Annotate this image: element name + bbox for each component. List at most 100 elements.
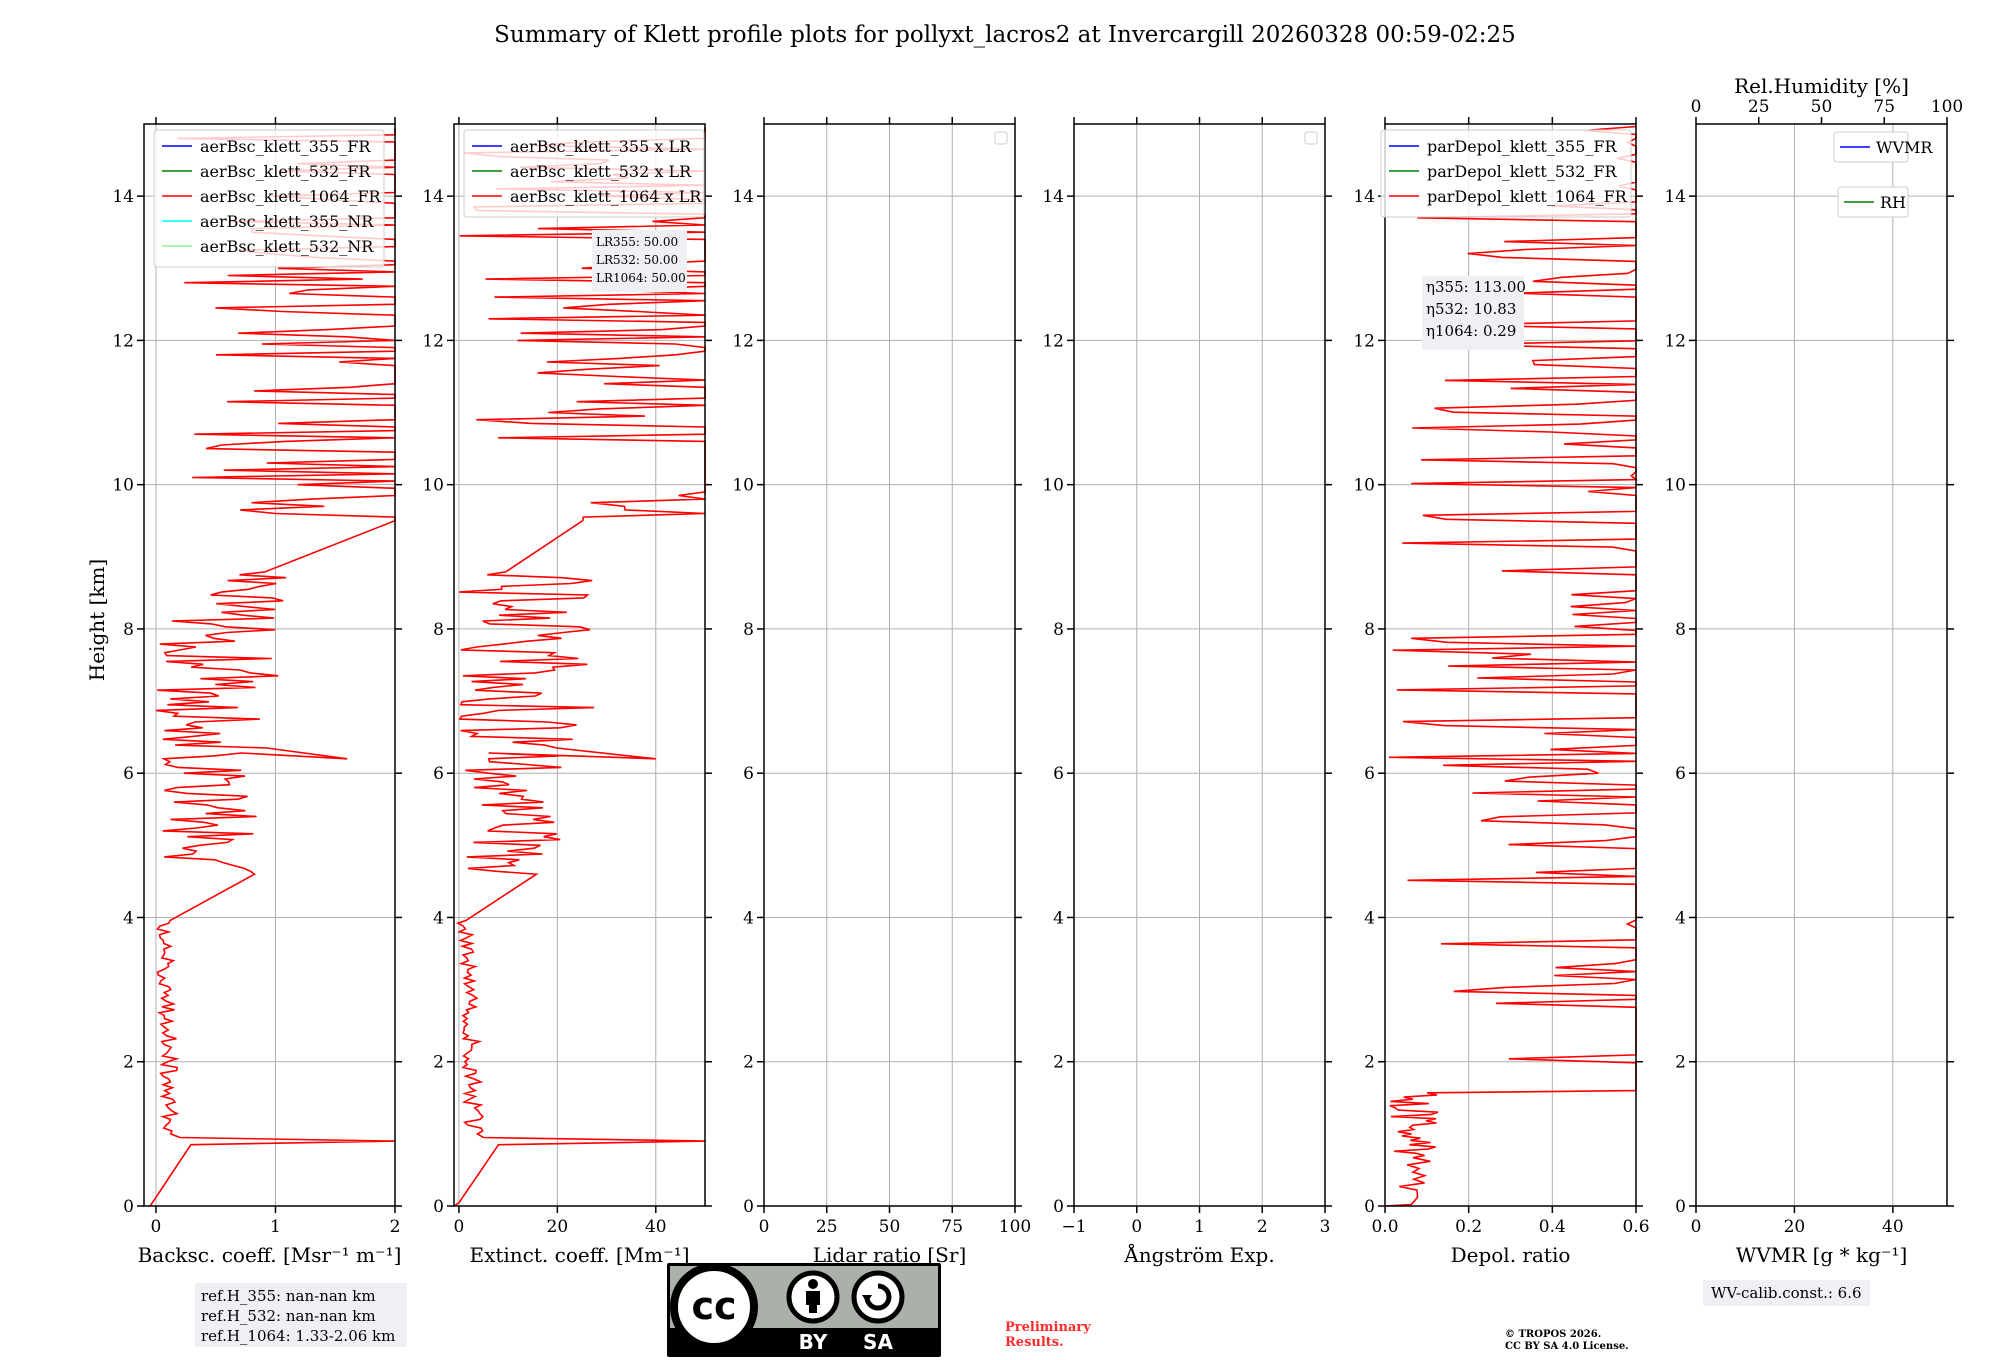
y-tick-label: 8 [1364, 620, 1375, 640]
x-tick-label: 0.0 [1371, 1217, 1398, 1237]
y-tick-label: 12 [422, 331, 444, 351]
y-tick-label: 0 [1675, 1197, 1686, 1217]
y-tick-label: 8 [743, 620, 754, 640]
y-tick-label: 2 [123, 1053, 134, 1073]
y-tick-label: 8 [123, 620, 134, 640]
x-tick-label: 0 [151, 1217, 162, 1237]
x-tick-label: 0 [454, 1217, 465, 1237]
preliminary-line-2: Results. [1005, 1335, 1064, 1350]
annotation-text: η355: 113.00 [1426, 278, 1526, 296]
y-tick-label: 6 [433, 764, 444, 784]
annotation-text: η1064: 0.29 [1426, 322, 1516, 340]
x-tick-label: 0 [759, 1217, 770, 1237]
y-tick-label: 10 [112, 476, 134, 496]
x-axis-label: Depol. ratio [1451, 1243, 1571, 1267]
x-tick-label: 0 [1691, 1217, 1702, 1237]
legend-label: RH [1880, 193, 1906, 212]
legend-label: aerBsc_klett_1064 x LR [510, 187, 702, 206]
y-tick-label: 8 [1053, 620, 1064, 640]
legend-label: aerBsc_klett_355 x LR [510, 137, 692, 156]
x-tick-label: 50 [879, 1217, 901, 1237]
x-tick-label: 3 [1320, 1217, 1331, 1237]
annotation-text: LR1064: 50.00 [596, 271, 686, 285]
annotation-text: LR355: 50.00 [596, 235, 678, 249]
legend-label: aerBsc_klett_1064_FR [200, 187, 382, 206]
y-tick-label: 6 [123, 764, 134, 784]
x-tick-label: 75 [941, 1217, 963, 1237]
x2-tick-label: 0 [1691, 97, 1702, 117]
figure-title: Summary of Klett profile plots for polly… [494, 22, 1516, 48]
y-tick-label: 2 [1053, 1053, 1064, 1073]
x-tick-label: 20 [547, 1217, 569, 1237]
x2-axis-label: Rel.Humidity [%] [1734, 74, 1909, 98]
y-tick-label: 12 [1664, 331, 1686, 351]
x-axis-label: Backsc. coeff. [Msr⁻¹ m⁻¹] [138, 1243, 402, 1267]
y-tick-label: 4 [123, 908, 134, 928]
y-tick-label: 0 [743, 1197, 754, 1217]
y-tick-label: 14 [732, 187, 754, 207]
copyright-line-2: CC BY SA 4.0 License. [1505, 1341, 1629, 1352]
y-tick-label: 2 [1675, 1053, 1686, 1073]
y-tick-label: 14 [422, 187, 444, 207]
y-tick-label: 4 [1053, 908, 1064, 928]
cc-by-label: BY [799, 1330, 828, 1354]
sa-share-icon [851, 1270, 905, 1324]
y-axis-label: Height [km] [85, 559, 109, 681]
profile-line-aerBsc_klett_1064 x LR [453, 127, 706, 1207]
y-tick-label: 6 [1675, 764, 1686, 784]
y-tick-label: 14 [1042, 187, 1064, 207]
x2-tick-label: 50 [1811, 97, 1833, 117]
preliminary-line-1: Preliminary [1005, 1320, 1091, 1335]
y-tick-label: 4 [1675, 908, 1686, 928]
legend-box [463, 129, 705, 218]
wv-calibration-box: WV-calib.const.: 6.6 [1703, 1280, 1870, 1306]
y-tick-label: 12 [1353, 331, 1375, 351]
y-tick-label: 10 [1042, 476, 1064, 496]
y-tick-label: 0 [123, 1197, 134, 1217]
reference-height-box: ref.H_355: nan-nan km ref.H_532: nan-nan… [195, 1283, 407, 1347]
x-axis-label: Extinct. coeff. [Mm⁻¹] [469, 1243, 689, 1267]
y-tick-label: 14 [1353, 187, 1375, 207]
x-tick-label: 2 [390, 1217, 401, 1237]
legend-label: parDepol_klett_355_FR [1427, 137, 1618, 156]
legend-label: aerBsc_klett_532_FR [200, 162, 371, 181]
axes-frame [453, 123, 706, 1207]
legend-label: aerBsc_klett_355_NR [200, 212, 374, 231]
x-tick-label: 0.2 [1455, 1217, 1482, 1237]
x2-tick-label: 100 [1931, 97, 1963, 117]
panel-extinction: 0 2 4 6 8 10 12 14 0 20 40 Extinct. coeff. [Mm⁻¹] ae… [422, 117, 712, 1267]
x-axis-label: Ångström Exp. [1123, 1242, 1274, 1267]
legend-label: WVMR [1876, 138, 1933, 157]
y-tick-label: 0 [433, 1197, 444, 1217]
copyright-note: © TROPOS 2026. CC BY SA 4.0 License. [1505, 1329, 1629, 1353]
ref-height-355: ref.H_355: nan-nan km [201, 1287, 376, 1305]
y-tick-label: 8 [433, 620, 444, 640]
x-tick-label: 20 [1784, 1217, 1806, 1237]
annotation-text: LR532: 50.00 [596, 253, 678, 267]
cc-text: cc [691, 1284, 736, 1328]
x-axis-label: WVMR [g * kg⁻¹] [1736, 1243, 1908, 1267]
y-tick-label: 12 [112, 331, 134, 351]
legend-label: aerBsc_klett_532_NR [200, 237, 374, 256]
preliminary-results-note: Preliminary Results. [1005, 1320, 1091, 1350]
ref-height-1064: ref.H_1064: 1.33-2.06 km [201, 1327, 396, 1345]
legend-box [1380, 129, 1632, 218]
x-tick-label: 1 [1194, 1217, 1205, 1237]
x-tick-label: 100 [999, 1217, 1031, 1237]
x2-tick-label: 75 [1873, 97, 1895, 117]
y-tick-label: 2 [1364, 1053, 1375, 1073]
legend-box [1833, 131, 1909, 163]
y-tick-label: 6 [1364, 764, 1375, 784]
y-tick-label: 12 [732, 331, 754, 351]
panel-depol: 0 2 4 6 8 10 12 14 0.0 0.2 0.4 0.6 Depol. ratio parDe… [1353, 117, 1650, 1267]
legend-label: parDepol_klett_532_FR [1427, 162, 1618, 181]
y-tick-label: 2 [433, 1053, 444, 1073]
y-tick-label: 8 [1675, 620, 1686, 640]
y-tick-label: 6 [1053, 764, 1064, 784]
x-tick-label: 0 [1131, 1217, 1142, 1237]
axes-frame [1695, 123, 1948, 1207]
